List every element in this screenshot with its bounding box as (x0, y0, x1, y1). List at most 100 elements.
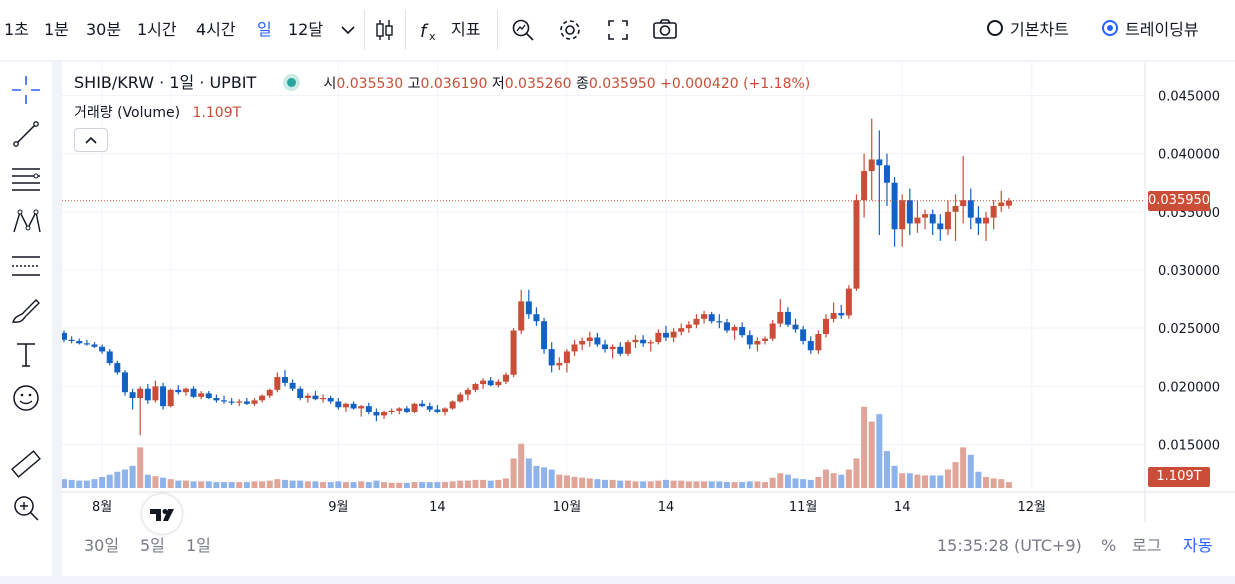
camera-icon[interactable] (650, 15, 680, 45)
candle-body[interactable] (297, 388, 304, 398)
candle-body[interactable] (304, 395, 311, 398)
chart-type-tradingview-radio[interactable] (1102, 20, 1118, 36)
range-1d[interactable]: 1일 (186, 536, 211, 555)
fib-retracement-icon[interactable] (8, 160, 44, 196)
range-5d[interactable]: 5일 (140, 536, 165, 555)
candle-body[interactable] (320, 398, 327, 400)
candle-body[interactable] (990, 206, 997, 218)
candle-body[interactable] (350, 403, 357, 409)
candle-body[interactable] (853, 200, 860, 289)
candle-body[interactable] (548, 349, 555, 366)
zoom-in-icon[interactable] (8, 490, 44, 526)
candle-body[interactable] (487, 380, 494, 386)
candle-body[interactable] (655, 332, 662, 343)
candle-body[interactable] (213, 398, 220, 401)
candle-body[interactable] (716, 321, 723, 323)
candle-body[interactable] (640, 339, 647, 344)
trend-line-icon[interactable] (8, 116, 44, 152)
candle-body[interactable] (190, 388, 197, 397)
candle-body[interactable] (335, 401, 342, 408)
candle-body[interactable] (838, 313, 845, 316)
candle-body[interactable] (137, 388, 144, 398)
candle-body[interactable] (937, 223, 944, 230)
interval-1h[interactable]: 1시간 (137, 20, 177, 39)
candle-body[interactable] (83, 343, 90, 345)
candle-body[interactable] (442, 408, 448, 412)
candle-body[interactable] (602, 344, 609, 350)
symbol-title[interactable]: SHIB/KRW · 1일 · UPBIT (74, 73, 257, 92)
candle-body[interactable] (899, 200, 906, 230)
interval-12mo[interactable]: 12달 (288, 20, 324, 39)
volume-label[interactable]: 거래량 (Volume) (74, 105, 181, 121)
candle-body[interactable] (845, 288, 852, 316)
percent-scale-button[interactable]: % (1101, 536, 1117, 555)
emoji-icon[interactable] (8, 380, 44, 416)
crosshair-icon[interactable] (8, 72, 44, 108)
candle-body[interactable] (121, 372, 128, 393)
candle-body[interactable] (777, 311, 784, 324)
forecast-icon[interactable] (8, 248, 44, 284)
candle-body[interactable] (381, 411, 388, 416)
candle-body[interactable] (167, 389, 174, 407)
candle-body[interactable] (480, 380, 487, 385)
candle-body[interactable] (175, 389, 182, 393)
candle-body[interactable] (983, 217, 990, 224)
interval-1d[interactable]: 일 (257, 20, 272, 39)
pattern-icon[interactable] (8, 204, 44, 240)
candle-body[interactable] (62, 332, 67, 340)
brush-icon[interactable] (8, 292, 44, 328)
candle-body[interactable] (259, 395, 266, 401)
chevron-down-icon[interactable] (333, 15, 363, 45)
candle-body[interactable] (632, 339, 639, 343)
text-tool-icon[interactable] (8, 336, 44, 372)
candlestick-chart[interactable]: 0.0450000.0400000.0350000.0300000.025000… (62, 62, 1235, 522)
candle-body[interactable] (723, 322, 730, 331)
candle-body[interactable] (236, 401, 243, 403)
candle-body[interactable] (731, 327, 738, 331)
candle-body[interactable] (952, 206, 959, 212)
candle-body[interactable] (609, 346, 616, 350)
candle-body[interactable] (327, 398, 334, 402)
candle-body[interactable] (823, 318, 829, 334)
candle-body[interactable] (160, 386, 167, 407)
candle-body[interactable] (464, 389, 471, 395)
candle-body[interactable] (228, 401, 235, 403)
candle-body[interactable] (883, 165, 890, 183)
candle-body[interactable] (967, 200, 974, 218)
chart-type-basic-label[interactable]: 기본차트 (1010, 20, 1069, 39)
candle-body[interactable] (472, 384, 479, 390)
candle-body[interactable] (396, 408, 403, 411)
candle-body[interactable] (807, 340, 814, 351)
candle-body[interactable] (342, 403, 349, 408)
candle-body[interactable] (769, 323, 776, 339)
candle-body[interactable] (541, 321, 548, 350)
candle-body[interactable] (533, 314, 540, 322)
candle-body[interactable] (205, 393, 212, 398)
indicators-button[interactable]: 지표 (451, 20, 481, 39)
candle-body[interactable] (114, 363, 121, 373)
candle-body[interactable] (998, 202, 1005, 206)
candle-body[interactable] (960, 200, 967, 206)
candle-body[interactable] (708, 314, 715, 322)
range-30d[interactable]: 30일 (84, 536, 120, 555)
candle-body[interactable] (563, 351, 570, 364)
candle-body[interactable] (403, 408, 410, 412)
gear-icon[interactable] (555, 15, 585, 45)
candle-body[interactable] (975, 217, 982, 224)
candle-body[interactable] (647, 342, 654, 344)
candle-body[interactable] (221, 400, 228, 402)
interval-1s[interactable]: 1초 (4, 20, 29, 39)
interval-1m[interactable]: 1분 (44, 20, 69, 39)
candle-body[interactable] (746, 335, 753, 345)
interval-30m[interactable]: 30분 (86, 20, 122, 39)
candle-body[interactable] (426, 406, 433, 410)
clock-time[interactable]: 15:35:28 (UTC+9) (937, 536, 1082, 555)
auto-scale-button[interactable]: 자동 (1183, 536, 1213, 555)
candle-body[interactable] (678, 328, 685, 332)
collapse-legend-button[interactable] (74, 128, 108, 152)
chart-type-basic-radio[interactable] (987, 20, 1003, 36)
candle-body[interactable] (518, 301, 525, 331)
candle-body[interactable] (861, 171, 868, 201)
candle-body[interactable] (358, 406, 365, 409)
